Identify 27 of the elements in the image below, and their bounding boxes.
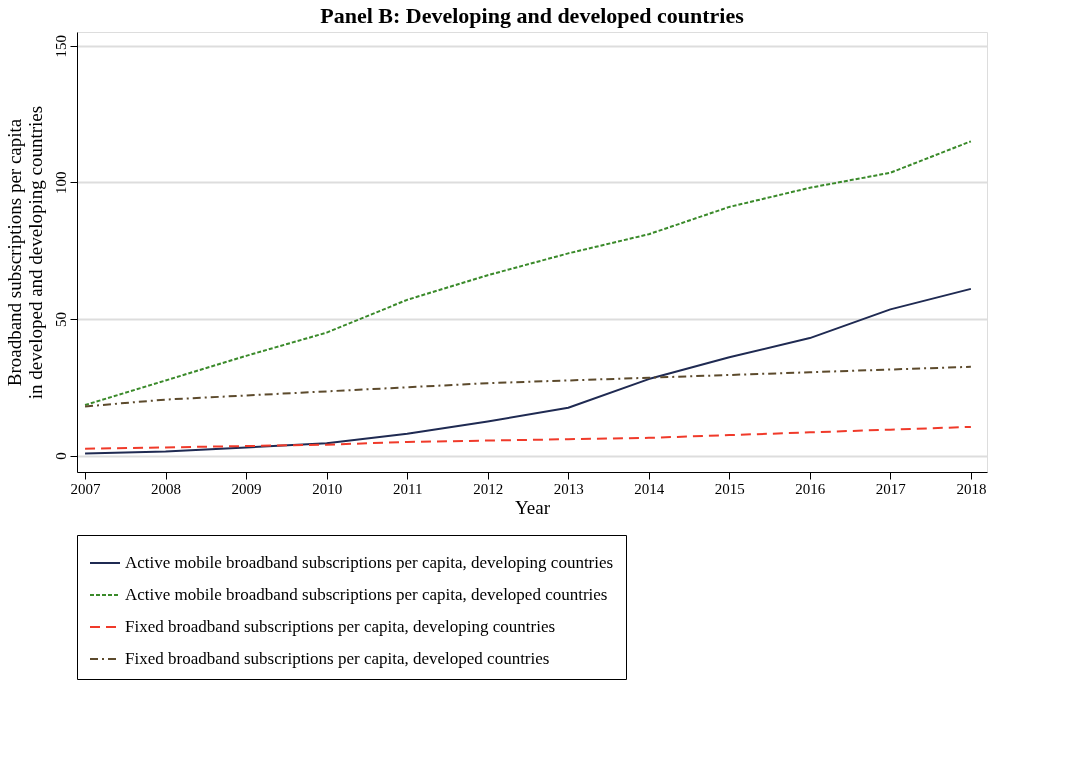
y-tick-label: 50 xyxy=(52,311,69,327)
y-tick-label: 100 xyxy=(52,171,69,195)
legend-label: Active mobile broadband subscriptions per capita, developing countries xyxy=(125,553,614,572)
x-tick-label: 2014 xyxy=(634,480,665,497)
x-tick-label: 2009 xyxy=(231,480,262,497)
x-tick-label: 2012 xyxy=(473,480,504,497)
y-tick-label: 150 xyxy=(52,34,69,58)
x-tick-label: 2016 xyxy=(795,480,826,497)
line-series xyxy=(84,365,972,408)
x-tick-label: 2007 xyxy=(70,480,102,497)
line-series xyxy=(84,287,972,455)
legend-label: Fixed broadband subscriptions per capita, developed countries xyxy=(125,649,550,668)
x-tick-label: 2018 xyxy=(956,480,987,497)
x-tick-label: 2010 xyxy=(312,480,343,497)
x-tick-label: 2008 xyxy=(151,480,182,497)
legend-label: Fixed broadband subscriptions per capita, developing countries xyxy=(125,617,556,636)
x-tick-label: 2017 xyxy=(875,480,907,497)
y-tick-label: 0 xyxy=(52,452,69,460)
line-series xyxy=(84,425,972,450)
legend-label: Active mobile broadband subscriptions per capita, developed countries xyxy=(125,585,608,604)
x-tick-label: 2015 xyxy=(714,480,745,497)
x-tick-label: 2011 xyxy=(392,480,423,497)
y-axis-title: Broadband subscriptions per capita in developed and developing countries xyxy=(3,105,46,400)
chart-title: Panel B: Developing and developed countries xyxy=(320,3,745,28)
x-axis-title: Year xyxy=(514,496,551,518)
line-series xyxy=(84,140,972,407)
x-tick-label: 2013 xyxy=(553,480,584,497)
